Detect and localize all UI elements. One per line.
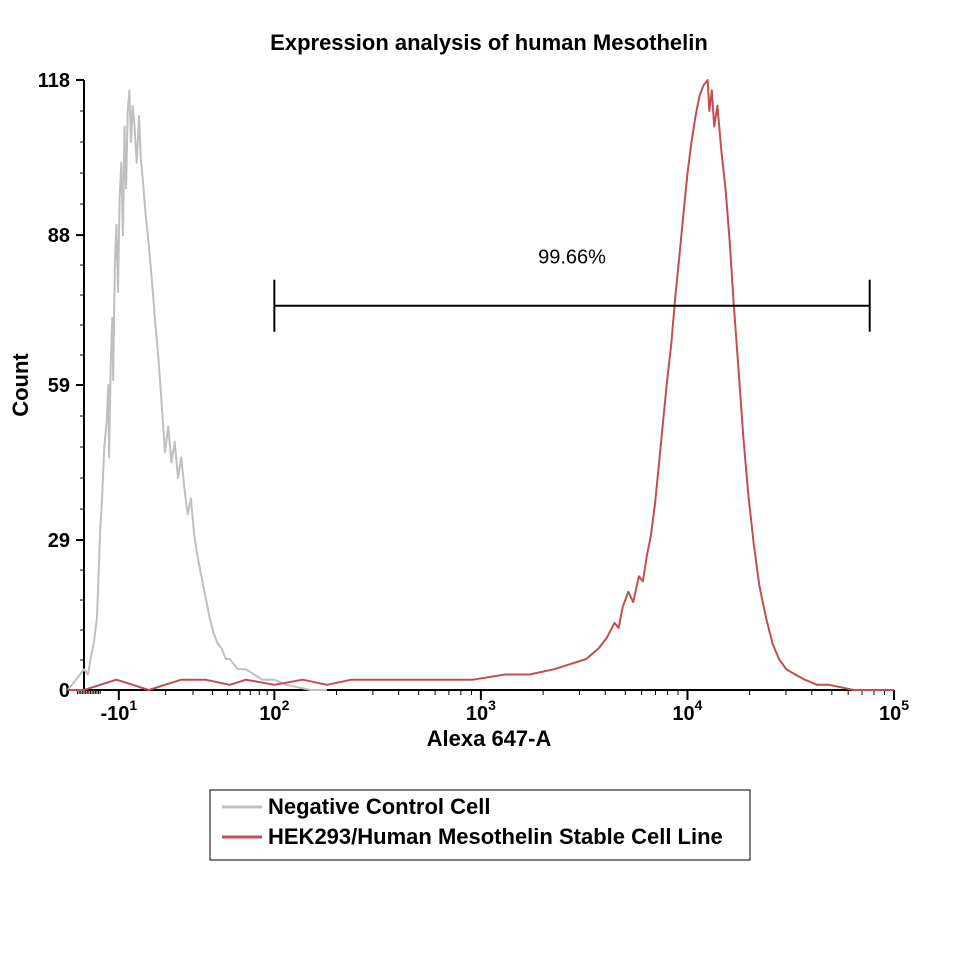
y-tick-label: 118 xyxy=(38,70,70,92)
y-tick-label: 88 xyxy=(48,225,70,247)
legend-item-label: Negative Control Cell xyxy=(268,794,490,819)
gate-label: 99.66% xyxy=(538,247,606,269)
y-axis-label: Count xyxy=(8,353,33,417)
legend-item-label: HEK293/Human Mesothelin Stable Cell Line xyxy=(268,824,723,849)
x-axis-label: Alexa 647-A xyxy=(427,726,552,751)
y-tick-label: 29 xyxy=(48,530,70,552)
chart-title: Expression analysis of human Mesothelin xyxy=(270,30,708,55)
y-tick-label: 59 xyxy=(48,375,70,397)
flow-histogram-chart: Expression analysis of human Mesothelin0… xyxy=(0,0,960,960)
